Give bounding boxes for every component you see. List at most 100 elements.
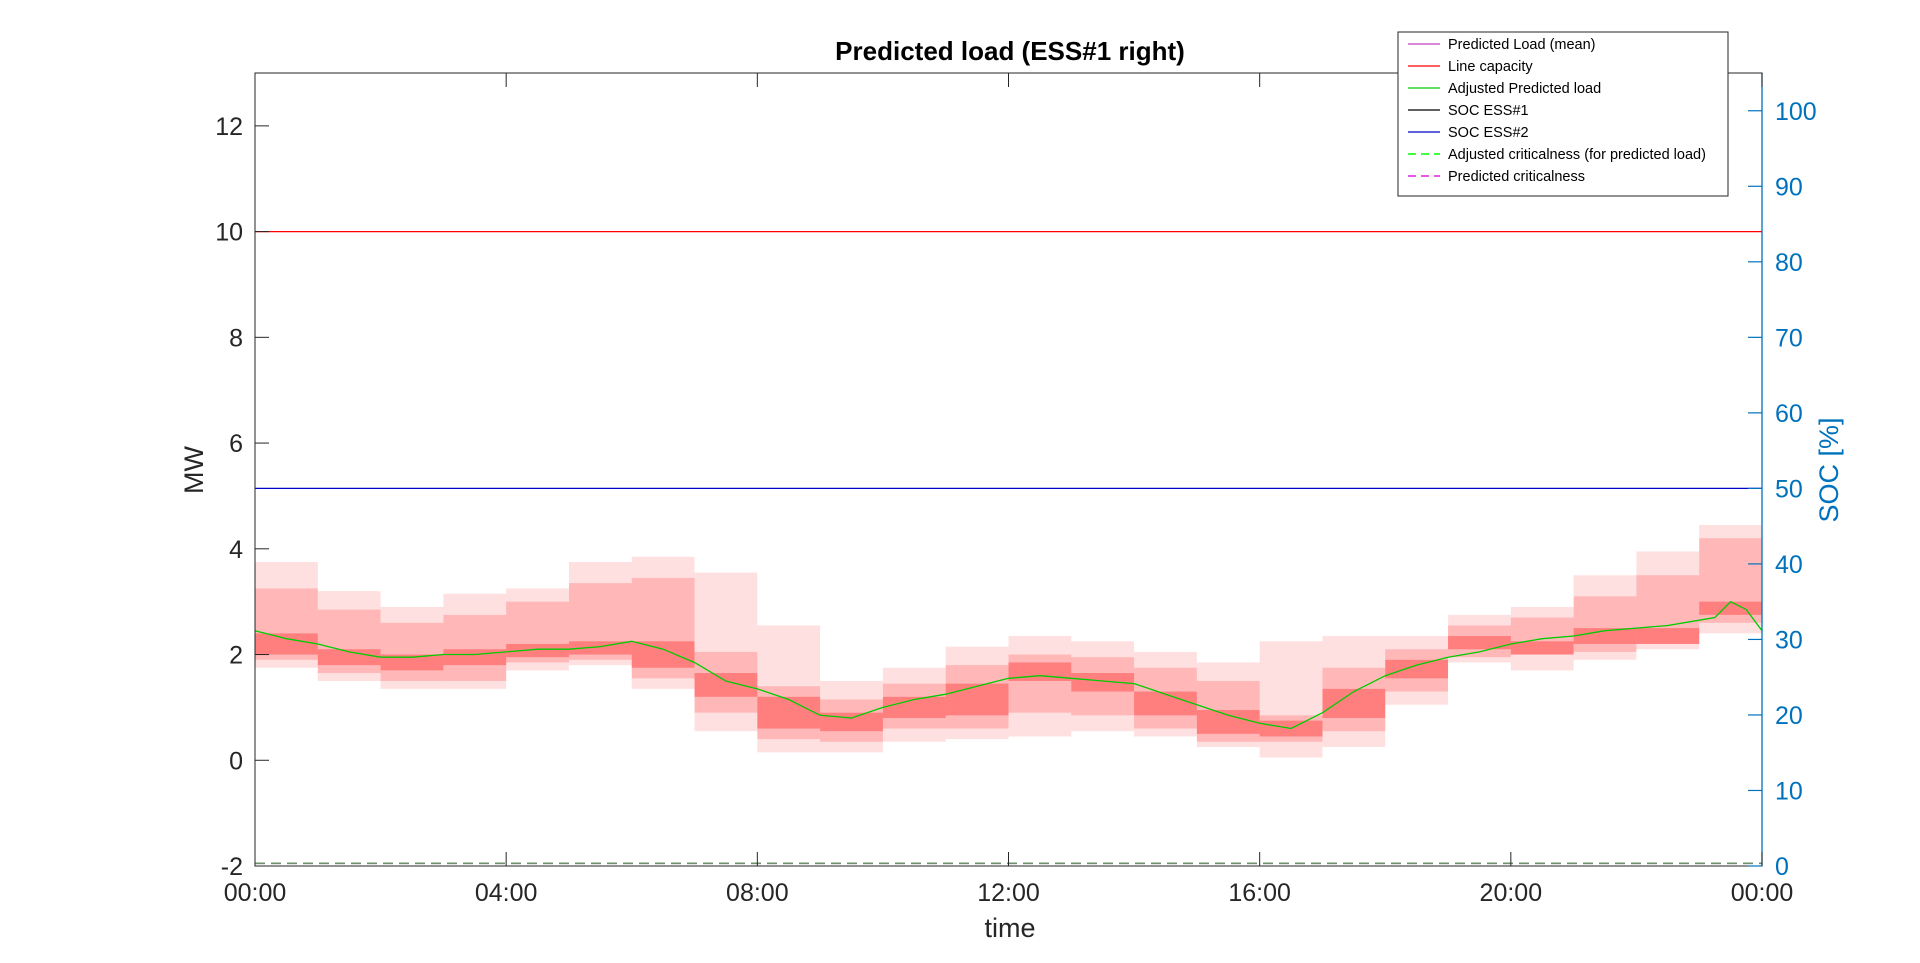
x-tick-label: 16:00	[1228, 879, 1291, 907]
legend: Predicted Load (mean) Line capacity Adjust…	[1397, 31, 1729, 197]
y-tick-label: -2	[221, 853, 243, 881]
band-block-h18-layer1	[1385, 649, 1449, 692]
y-tick-label: 4	[229, 536, 243, 564]
prediction-bands	[255, 525, 1762, 758]
band-block-h11-layer1	[945, 665, 1009, 729]
legend-entry: Adjusted criticalness (for predicted loa…	[1448, 147, 1706, 163]
band-block-h9-layer1	[820, 699, 883, 742]
band-block-h8-layer2	[757, 696, 821, 729]
band-block-h4-layer2	[506, 643, 569, 658]
band-block-h3-layer0	[443, 593, 507, 689]
y-right-tick-label: 0	[1775, 853, 1789, 881]
band-block-h23-layer2	[1699, 601, 1762, 615]
x-tick-label: 00:00	[224, 879, 287, 907]
band-block-h23-layer0	[1699, 525, 1762, 634]
band-block-h0-layer1	[255, 588, 318, 660]
band-block-h10-layer1	[882, 683, 946, 729]
y-right-tick-label: 30	[1775, 626, 1803, 654]
y-right-tick-label: 100	[1775, 98, 1817, 126]
band-block-h6-layer2	[631, 641, 695, 668]
x-tick-label: 20:00	[1480, 879, 1543, 907]
band-block-h11-layer2	[945, 683, 1009, 716]
band-block-h14-layer1	[1134, 667, 1197, 729]
band-block-h17-layer1	[1322, 667, 1386, 732]
band-block-h20-layer2	[1510, 641, 1574, 655]
band-block-h21-layer2	[1573, 628, 1637, 644]
band-block-h1-layer0	[317, 591, 381, 681]
band-block-h21-layer1	[1573, 596, 1637, 652]
band-block-h20-layer1	[1510, 617, 1574, 655]
band-block-h12-layer1	[1008, 654, 1072, 713]
band-block-h10-layer2	[882, 696, 946, 718]
y-right-tick-label: 50	[1775, 475, 1803, 503]
axes: -2 0 2 4 6 8 10 12 0 10 20 30 40 50 60 70 80 90 100 00:00 04…	[215, 72, 1817, 907]
x-tick-label: 04:00	[475, 879, 538, 907]
band-block-h13-layer0	[1071, 641, 1135, 732]
band-block-h6-layer1	[631, 577, 695, 679]
band-block-h0-layer0	[255, 562, 318, 668]
band-block-h8-layer0	[757, 625, 821, 753]
band-block-h1-layer2	[317, 649, 381, 666]
band-block-h7-layer2	[694, 673, 758, 697]
band-block-h2-layer2	[380, 654, 444, 671]
band-block-h8-layer1	[757, 686, 821, 740]
band-block-h18-layer2	[1385, 659, 1449, 679]
plot-area	[255, 73, 1762, 866]
band-block-h18-layer0	[1385, 636, 1449, 705]
y-tick-label: 0	[229, 747, 243, 775]
band-block-h19-layer2	[1448, 636, 1511, 650]
legend-entry: SOC ESS#1	[1448, 103, 1529, 119]
band-block-h13-layer2	[1071, 673, 1135, 692]
band-block-h4-layer1	[506, 601, 569, 663]
y-right-tick-label: 80	[1775, 249, 1803, 277]
legend-entry: Line capacity	[1448, 59, 1533, 75]
band-block-h2-layer0	[380, 606, 444, 689]
band-block-h7-layer0	[694, 572, 758, 732]
y-tick-label: 12	[215, 113, 243, 141]
band-block-h1-layer1	[317, 609, 381, 674]
band-block-h13-layer1	[1071, 657, 1135, 716]
chart-title: Predicted load (ESS#1 right)	[835, 36, 1185, 66]
band-block-h0-layer2	[255, 633, 318, 655]
band-block-h17-layer2	[1322, 688, 1386, 718]
band-block-h15-layer2	[1196, 710, 1260, 734]
y-right-tick-label: 40	[1775, 551, 1803, 579]
band-block-h4-layer0	[506, 588, 569, 671]
band-block-h14-layer2	[1134, 691, 1197, 716]
band-block-h15-layer1	[1196, 680, 1260, 742]
y-tick-label: 8	[229, 324, 243, 352]
y-right-tick-label: 10	[1775, 777, 1803, 805]
y-tick-label: 2	[229, 642, 243, 670]
band-block-h12-layer2	[1008, 662, 1072, 681]
band-block-h23-layer1	[1699, 538, 1762, 623]
band-block-h15-layer0	[1196, 662, 1260, 748]
legend-entry: SOC ESS#2	[1448, 125, 1529, 141]
adjusted-predicted-load-line	[254, 600, 1763, 730]
band-block-h16-layer0	[1259, 641, 1323, 758]
plot-background	[255, 73, 1762, 866]
band-block-h22-layer2	[1636, 628, 1700, 644]
y-right-tick-label: 70	[1775, 324, 1803, 352]
y-right-tick-label: 90	[1775, 173, 1803, 201]
band-block-h19-layer0	[1448, 614, 1511, 663]
band-block-h7-layer1	[694, 651, 758, 713]
legend-entry: Predicted criticalness	[1448, 169, 1585, 185]
x-tick-label: 08:00	[726, 879, 789, 907]
legend-entry: Predicted Load (mean)	[1448, 37, 1596, 53]
y-axis-title: MW	[179, 446, 209, 494]
band-block-h6-layer0	[631, 556, 695, 689]
y-right-tick-label: 20	[1775, 702, 1803, 730]
band-block-h22-layer1	[1636, 575, 1700, 644]
legend-entry: Adjusted Predicted load	[1448, 81, 1601, 97]
band-block-h22-layer0	[1636, 551, 1700, 650]
x-tick-label: 12:00	[977, 879, 1040, 907]
y-right-axis-title: SOC [%]	[1814, 417, 1844, 522]
legend-box	[1397, 31, 1729, 197]
band-block-h3-layer1	[443, 614, 507, 681]
y-right-tick-label: 60	[1775, 400, 1803, 428]
band-block-h9-layer2	[820, 712, 883, 732]
x-tick-label: 00:00	[1731, 879, 1794, 907]
x-axis-title: time	[984, 913, 1035, 943]
band-block-h12-layer0	[1008, 636, 1072, 737]
